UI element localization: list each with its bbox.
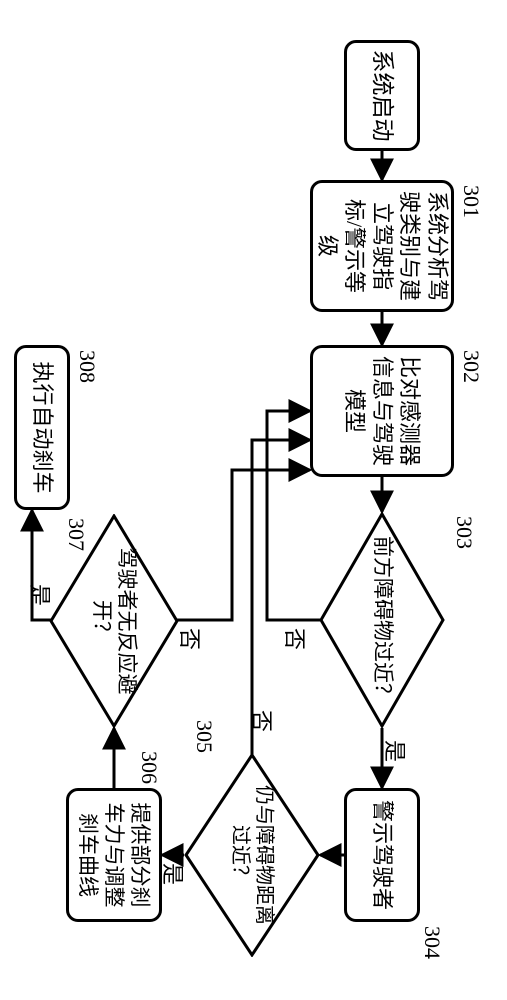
label-303-yes: 是 [380,740,412,762]
node-301-label: 系统分析驾驶类别与建立驾驶指标/警示等级 [313,189,451,303]
node-308: 执行自动刹车 [14,345,70,510]
ref-303: 303 [451,516,477,549]
label-303-no: 否 [280,628,312,650]
label-305-yes: 是 [158,863,190,885]
node-302: 比对感测器信息与驾驶模型 [310,345,454,477]
ref-308: 308 [74,350,100,383]
node-304: 警示驾驶者 [344,788,420,922]
node-306-label: 提供部分刹车力与调整刹车曲线 [75,797,154,913]
node-305: 仍与障碍物距离过近？ [184,753,320,957]
node-303: 前方障碍物过近？ [319,512,445,728]
node-303-label: 前方障碍物过近？ [369,536,394,704]
node-301: 系统分析驾驶类别与建立驾驶指标/警示等级 [310,180,454,312]
ref-305: 305 [191,720,217,753]
ref-307: 307 [63,518,89,551]
node-305-label: 仍与障碍物距离过近？ [228,777,276,933]
node-308-label: 执行自动刹车 [28,361,56,493]
node-302-label: 比对感测器信息与驾驶模型 [341,354,424,468]
node-307-label: 驾驶者无反应避开？ [89,532,139,710]
label-305-no: 否 [247,710,279,732]
node-304-label: 警示驾驶者 [368,800,396,910]
label-307-yes: 是 [25,584,57,606]
ref-304: 304 [419,926,445,959]
node-306: 提供部分刹车力与调整刹车曲线 [66,788,162,922]
node-start: 系统启动 [344,40,420,151]
node-start-label: 系统启动 [368,50,397,142]
edge-307-302-no [177,470,310,620]
edge-305-302-no [252,440,310,755]
label-307-no: 否 [175,628,207,650]
ref-301: 301 [458,185,484,218]
ref-306: 306 [136,751,162,784]
ref-302: 302 [458,350,484,383]
